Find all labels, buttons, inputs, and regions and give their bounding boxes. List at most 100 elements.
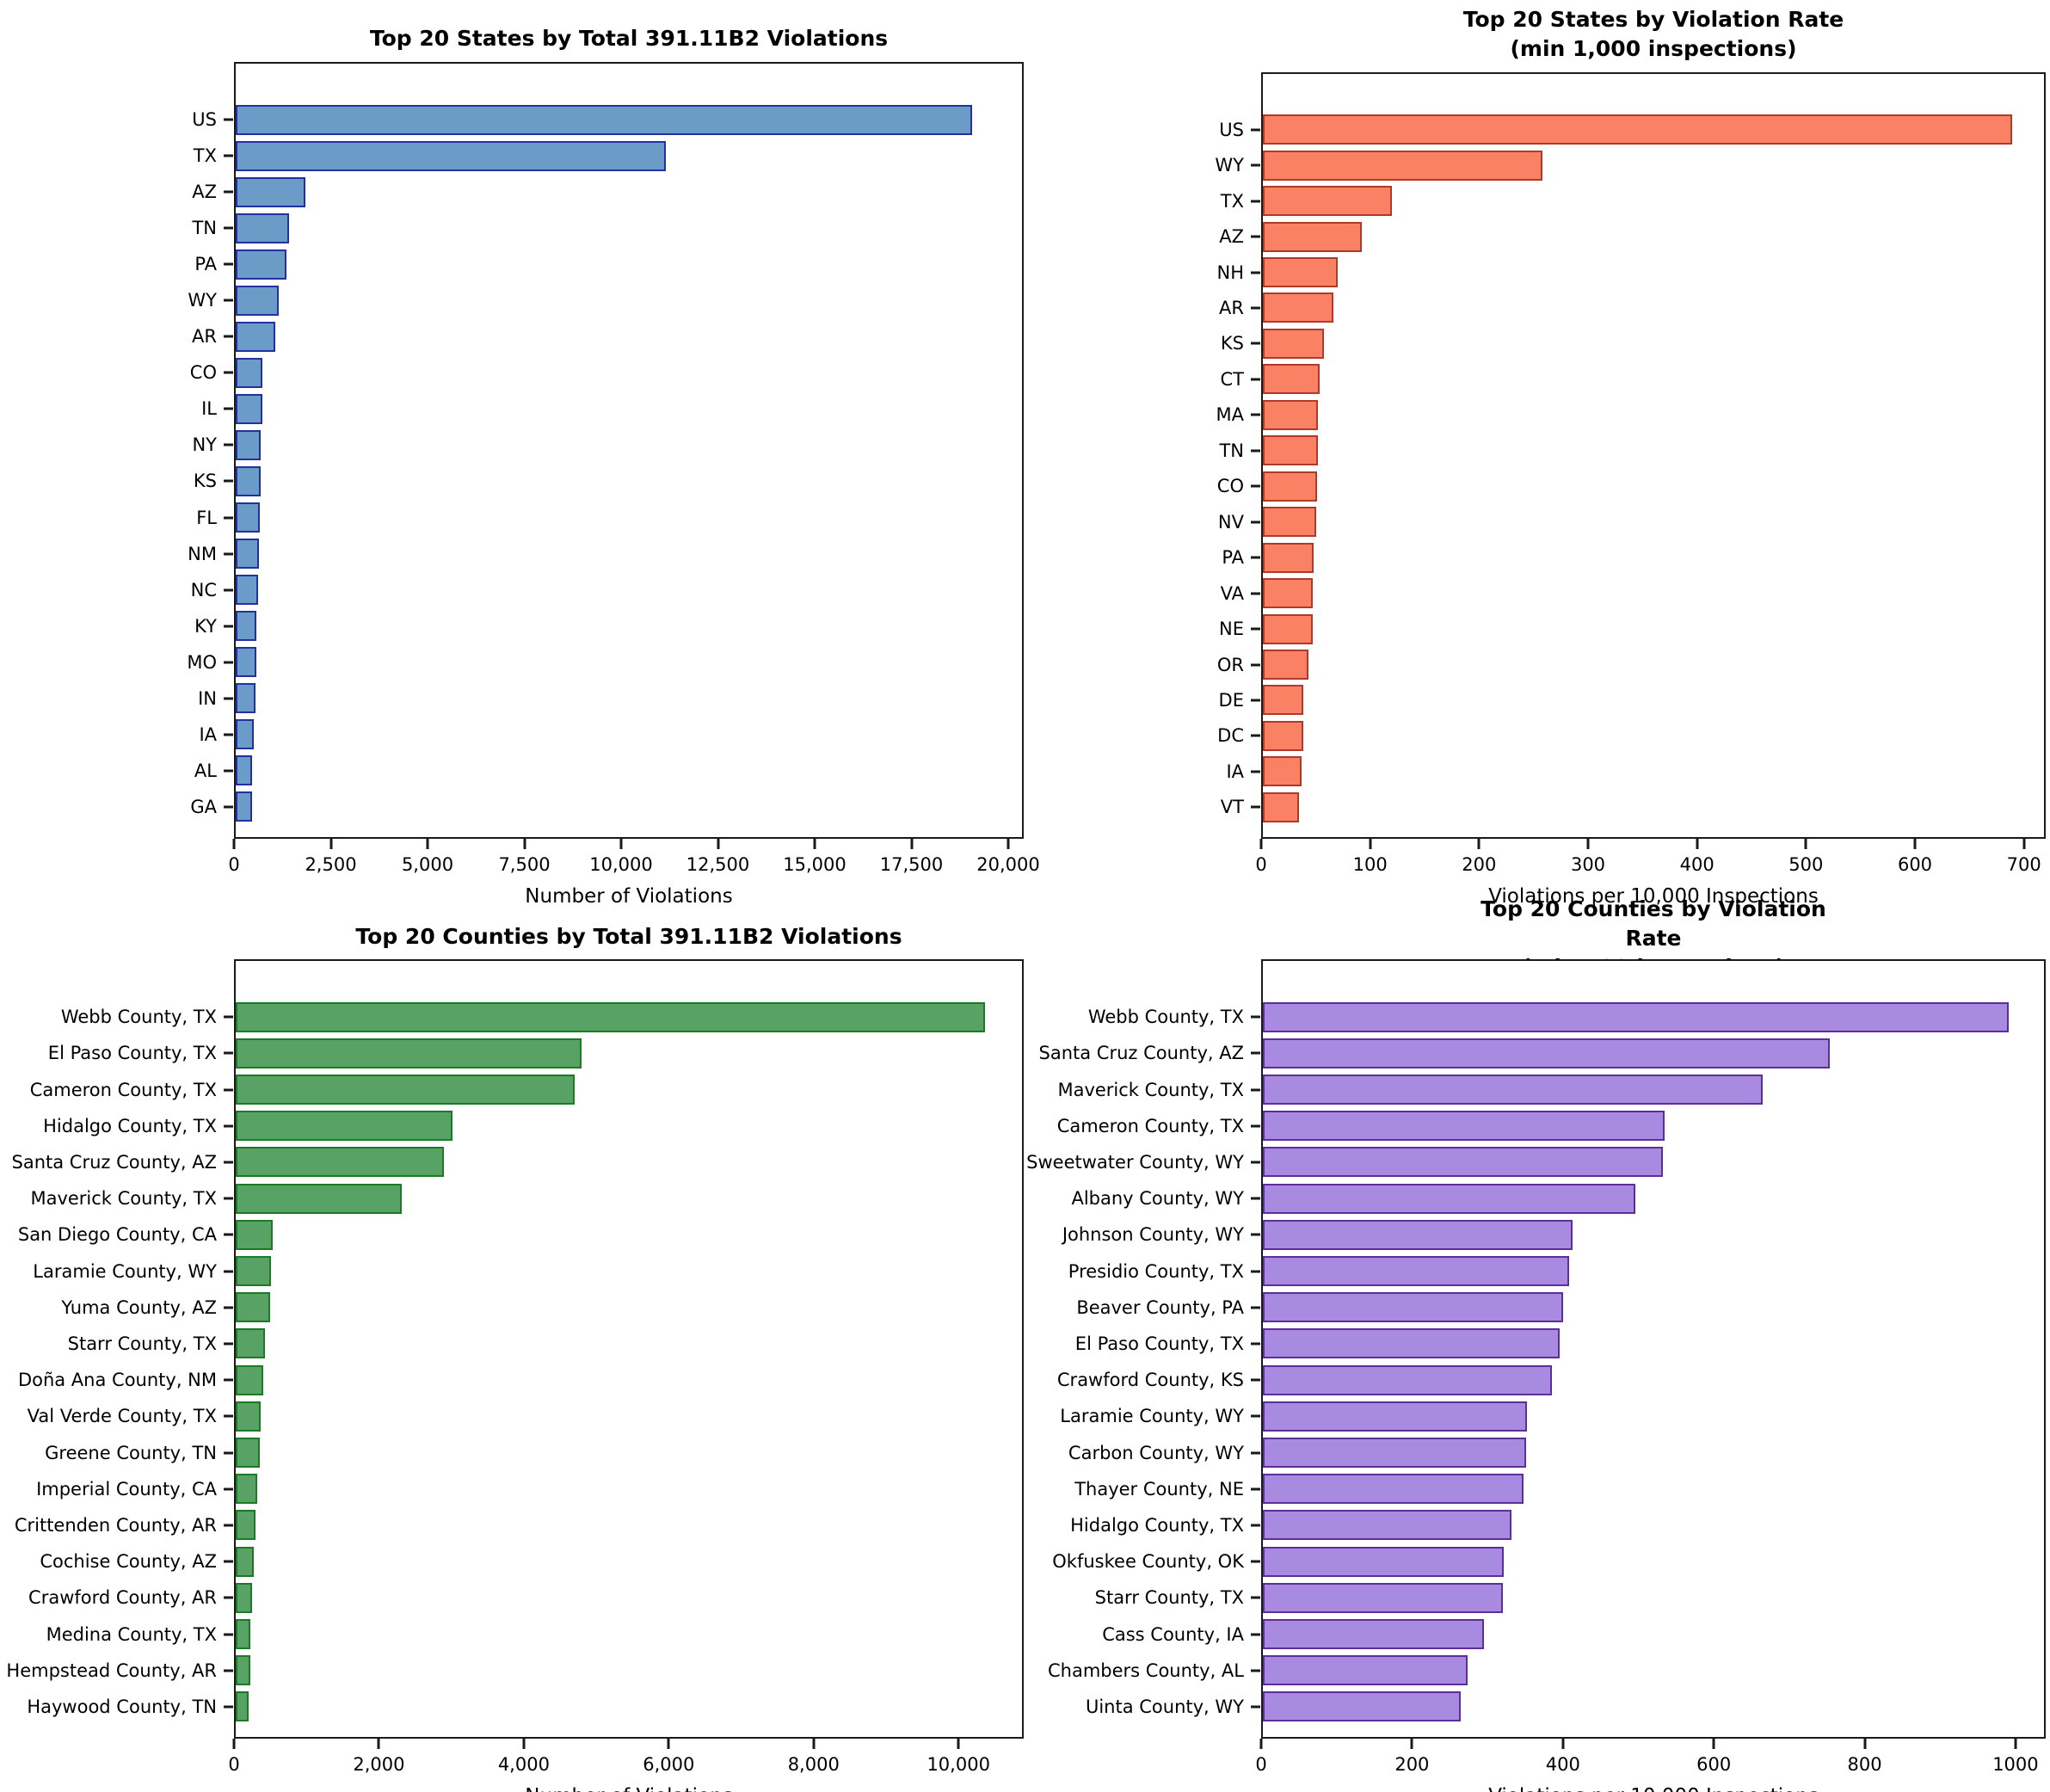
category-label: Cameron County, TX: [1056, 1115, 1244, 1136]
x-tick-mark: [1259, 839, 1263, 849]
x-tick-label: 800: [1847, 1754, 1882, 1775]
category-label: VT: [1220, 797, 1244, 818]
category-label: Okfuskee County, OK: [1052, 1551, 1244, 1573]
category-label: IL: [201, 398, 217, 420]
category-label: NV: [1217, 511, 1244, 533]
x-tick-label: 400: [1679, 854, 1714, 875]
x-tick-label: 200: [1394, 1754, 1430, 1775]
bar: [236, 465, 261, 496]
y-tick-mark: [224, 1487, 233, 1491]
y-tick-mark: [1251, 1015, 1260, 1019]
category-label: El Paso County, TX: [1074, 1333, 1244, 1354]
y-tick-mark: [224, 1342, 233, 1346]
bar: [1263, 1619, 1484, 1650]
y-tick-mark: [224, 407, 233, 410]
bar-row: WY: [188, 282, 1022, 318]
bar: [1263, 791, 1299, 822]
bar: [1263, 1256, 1570, 1287]
category-label: El Paso County, TX: [47, 1043, 217, 1064]
bar: [1263, 1401, 1528, 1432]
bar: [236, 1364, 264, 1395]
x-tick-label: 1000: [1992, 1754, 2039, 1775]
bar: [236, 575, 259, 606]
bar-row: TX: [194, 138, 1022, 174]
x-tick-label: 7,500: [498, 854, 551, 875]
x-tick-label: 0: [228, 854, 240, 875]
category-label: Crittenden County, AR: [14, 1514, 217, 1536]
category-label: Val Verde County, TX: [27, 1406, 217, 1427]
y-tick-mark: [224, 1161, 233, 1164]
x-tick-label: 15,000: [783, 854, 846, 875]
bar: [236, 1256, 272, 1287]
y-tick-mark: [1251, 1633, 1260, 1636]
y-tick-mark: [1251, 413, 1260, 416]
x-tick-mark: [619, 839, 623, 849]
category-label: MA: [1216, 404, 1244, 426]
bar-row: TX: [1221, 183, 2044, 219]
bar-row: Hidalgo County, TX: [43, 1108, 1022, 1144]
bar: [236, 1401, 262, 1432]
x-tick-label: 20,000: [976, 854, 1040, 875]
category-label: CO: [189, 362, 217, 384]
bar: [1263, 1038, 1831, 1068]
category-label: Maverick County, TX: [1057, 1079, 1244, 1100]
bar-row: Presidio County, TX: [1068, 1253, 2044, 1289]
y-tick-mark: [224, 1124, 233, 1128]
bar: [1263, 471, 1318, 502]
category-label: NC: [190, 579, 217, 600]
bar-row: Cochise County, AZ: [40, 1543, 1022, 1580]
y-tick-mark: [1251, 592, 1260, 595]
y-tick-mark: [1251, 271, 1260, 274]
y-tick-mark: [224, 552, 233, 556]
category-label: DC: [1217, 725, 1244, 747]
y-tick-mark: [224, 769, 233, 773]
bar: [1263, 1001, 2009, 1032]
bar: [1263, 114, 2013, 145]
category-label: TN: [192, 218, 217, 239]
bar: [236, 176, 306, 207]
bar: [1263, 221, 1362, 252]
bar-row: Johnson County, WY: [1062, 1216, 2044, 1253]
bar-row: Webb County, TX: [1088, 999, 2044, 1035]
y-tick-mark: [1251, 805, 1260, 809]
y-tick-mark: [1251, 1451, 1260, 1455]
y-tick-mark: [224, 118, 233, 121]
category-label: Greene County, TN: [45, 1442, 217, 1463]
category-label: Chambers County, AL: [1047, 1660, 1244, 1681]
bar-row: MA: [1216, 397, 2044, 433]
y-tick-mark: [224, 1197, 233, 1200]
bar-row: Greene County, TN: [45, 1434, 1022, 1470]
y-tick-mark: [1251, 1124, 1260, 1128]
bar-row: Crawford County, KS: [1057, 1362, 2044, 1398]
bar-row: Starr County, TX: [68, 1326, 1022, 1362]
bar: [236, 1328, 265, 1359]
x-tick-label: 10,000: [927, 1754, 990, 1775]
bar-row: IA: [1226, 754, 2044, 789]
category-label: AZ: [1219, 226, 1244, 248]
bar-row: CO: [190, 354, 1022, 391]
bar: [236, 1001, 986, 1032]
bar: [1263, 1075, 1763, 1105]
y-tick-mark: [1251, 770, 1260, 773]
bar-row: NH: [1217, 255, 2044, 290]
category-label: US: [192, 109, 217, 131]
bar-row: AZ: [192, 174, 1022, 210]
x-tick-label: 100: [1352, 854, 1388, 875]
bar: [1263, 257, 1339, 288]
category-label: AZ: [192, 182, 217, 203]
y-tick-mark: [1251, 1197, 1260, 1200]
x-tick-label: 400: [1545, 1754, 1580, 1775]
y-tick-mark: [224, 1451, 233, 1455]
y-tick-mark: [224, 1306, 233, 1309]
y-tick-mark: [1251, 1161, 1260, 1164]
category-label: CO: [1216, 476, 1244, 497]
y-tick-mark: [224, 1270, 233, 1273]
y-tick-mark: [224, 588, 233, 592]
bar-row: AZ: [1219, 219, 2044, 254]
category-label: Imperial County, CA: [36, 1478, 217, 1499]
bar-rows: US TX AZ TN PA WY AR CO IL NY KS FL NM NC KY MO IN IA AL GA: [187, 64, 1022, 837]
bar: [236, 1183, 402, 1214]
bar-row: Maverick County, TX: [1057, 1071, 2044, 1107]
bar-row: El Paso County, TX: [48, 1035, 1022, 1071]
